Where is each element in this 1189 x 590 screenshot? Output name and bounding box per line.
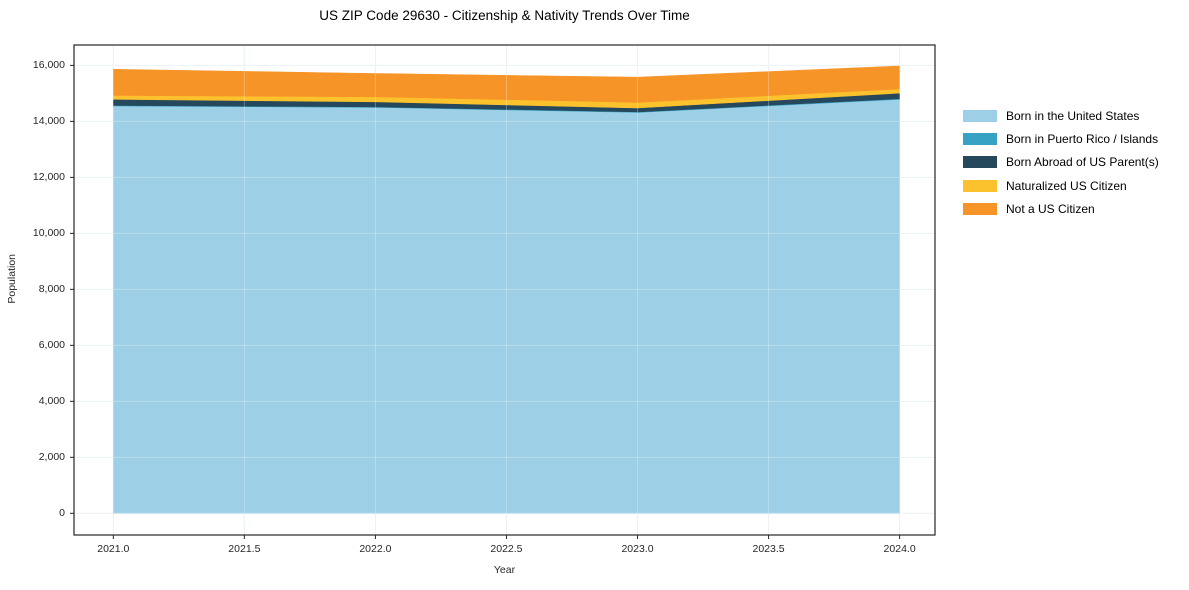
legend-swatch xyxy=(963,156,997,169)
y-tick-label: 2,000 xyxy=(38,451,65,464)
legend-swatch xyxy=(963,179,997,192)
x-tick-label: 2023.0 xyxy=(621,543,654,555)
y-tick-label: 8,000 xyxy=(38,283,65,296)
x-tick-label: 2023.5 xyxy=(752,543,785,555)
legend-row: Born in the United States xyxy=(963,104,1159,127)
y-tick-label: 4,000 xyxy=(38,395,65,408)
y-tick-label: 0 xyxy=(59,507,65,520)
legend-row: Born in Puerto Rico / Islands xyxy=(963,127,1159,150)
x-axis-label: Year xyxy=(493,564,516,576)
legend-swatch xyxy=(963,109,997,122)
legend-row: Born Abroad of US Parent(s) xyxy=(963,151,1159,174)
y-tick-label: 10,000 xyxy=(32,227,65,240)
legend-label: Born in the United States xyxy=(1006,108,1140,123)
legend-swatch xyxy=(963,203,997,216)
legend-label: Born in Puerto Rico / Islands xyxy=(1006,132,1159,147)
legend-label: Naturalized US Citizen xyxy=(1006,178,1127,193)
y-tick-label: 12,000 xyxy=(32,171,65,184)
x-tick-label: 2024.0 xyxy=(883,543,916,555)
legend-row: Not a US Citizen xyxy=(963,198,1159,221)
legend-row: Naturalized US Citizen xyxy=(963,174,1159,197)
area-series-4 xyxy=(113,65,900,103)
x-tick-label: 2022.0 xyxy=(359,543,392,555)
legend: Born in the United States Born in Puerto … xyxy=(963,104,1159,221)
legend-label: Born Abroad of US Parent(s) xyxy=(1006,155,1159,170)
x-tick-label: 2021.0 xyxy=(97,543,130,555)
plot-border xyxy=(73,44,936,536)
y-tick-label: 6,000 xyxy=(38,339,65,352)
legend-swatch xyxy=(963,133,997,146)
x-tick-label: 2021.5 xyxy=(228,543,261,555)
x-tick-label: 2022.5 xyxy=(490,543,523,555)
y-axis-label: Population xyxy=(6,254,18,304)
y-tick-label: 14,000 xyxy=(32,115,65,128)
y-tick-label: 16,000 xyxy=(32,59,65,72)
legend-label: Not a US Citizen xyxy=(1006,202,1095,217)
chart-title: US ZIP Code 29630 - Citizenship & Nativi… xyxy=(319,8,690,23)
